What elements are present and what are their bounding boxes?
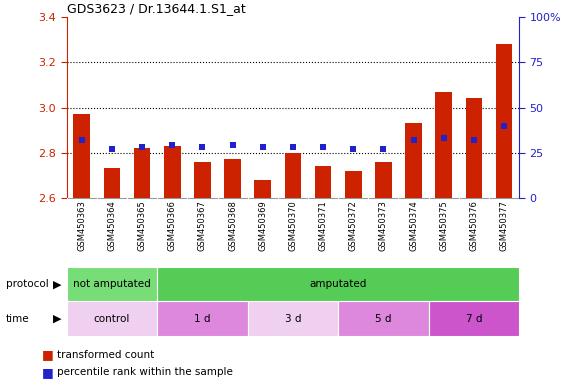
- Text: GSM450374: GSM450374: [409, 200, 418, 251]
- Bar: [157, 301, 248, 336]
- Point: [499, 122, 509, 129]
- Text: GSM450370: GSM450370: [288, 200, 298, 251]
- Point: [318, 144, 328, 150]
- Point: [258, 144, 267, 150]
- Text: not amputated: not amputated: [73, 279, 151, 289]
- Point: [439, 135, 448, 141]
- Point: [409, 137, 418, 143]
- Bar: [255, 180, 271, 198]
- Point: [77, 137, 86, 143]
- Bar: [67, 267, 157, 301]
- Point: [198, 144, 207, 150]
- Bar: [315, 166, 331, 198]
- Point: [379, 146, 388, 152]
- Bar: [157, 267, 519, 301]
- Text: GDS3623 / Dr.13644.1.S1_at: GDS3623 / Dr.13644.1.S1_at: [67, 2, 245, 15]
- Text: GSM450366: GSM450366: [168, 200, 177, 251]
- Point: [349, 146, 358, 152]
- Bar: [67, 301, 157, 336]
- Bar: [248, 301, 338, 336]
- Bar: [74, 114, 90, 198]
- Text: 7 d: 7 d: [466, 314, 482, 324]
- Text: amputated: amputated: [310, 279, 367, 289]
- Bar: [436, 92, 452, 198]
- Text: 5 d: 5 d: [375, 314, 392, 324]
- Text: GSM450372: GSM450372: [349, 200, 358, 251]
- Bar: [67, 301, 157, 336]
- Bar: [104, 169, 120, 198]
- Bar: [194, 162, 211, 198]
- Text: GSM450367: GSM450367: [198, 200, 207, 251]
- Bar: [134, 148, 150, 198]
- Text: GSM450363: GSM450363: [77, 200, 86, 251]
- Bar: [429, 301, 519, 336]
- Bar: [224, 159, 241, 198]
- Text: GSM450371: GSM450371: [318, 200, 328, 251]
- Point: [288, 144, 298, 150]
- Text: GSM450377: GSM450377: [499, 200, 509, 251]
- Bar: [338, 301, 429, 336]
- Bar: [338, 301, 429, 336]
- Bar: [429, 301, 519, 336]
- Text: control: control: [94, 314, 130, 324]
- Text: GSM450368: GSM450368: [228, 200, 237, 251]
- Bar: [164, 146, 180, 198]
- Text: transformed count: transformed count: [57, 350, 154, 360]
- Text: GSM450376: GSM450376: [469, 200, 478, 251]
- Text: ▶: ▶: [53, 314, 62, 324]
- Text: GSM450369: GSM450369: [258, 200, 267, 251]
- Text: GSM450365: GSM450365: [137, 200, 147, 251]
- Text: GSM450364: GSM450364: [107, 200, 117, 251]
- Text: 3 d: 3 d: [285, 314, 301, 324]
- Bar: [248, 301, 338, 336]
- Bar: [157, 267, 519, 301]
- Point: [168, 142, 177, 149]
- Text: GSM450375: GSM450375: [439, 200, 448, 251]
- Bar: [285, 153, 301, 198]
- Text: percentile rank within the sample: percentile rank within the sample: [57, 367, 233, 377]
- Text: GSM450373: GSM450373: [379, 200, 388, 251]
- Point: [137, 144, 147, 150]
- Bar: [466, 99, 482, 198]
- Bar: [496, 45, 512, 198]
- Text: ■: ■: [42, 348, 53, 361]
- Bar: [67, 267, 157, 301]
- Text: 1 d: 1 d: [194, 314, 211, 324]
- Point: [469, 137, 478, 143]
- Text: protocol: protocol: [6, 279, 49, 289]
- Point: [228, 142, 237, 149]
- Text: ▶: ▶: [53, 279, 62, 289]
- Text: ■: ■: [42, 366, 53, 379]
- Point: [107, 146, 117, 152]
- Bar: [345, 170, 361, 198]
- Text: time: time: [6, 314, 30, 324]
- Bar: [405, 123, 422, 198]
- Bar: [375, 162, 392, 198]
- Bar: [157, 301, 248, 336]
